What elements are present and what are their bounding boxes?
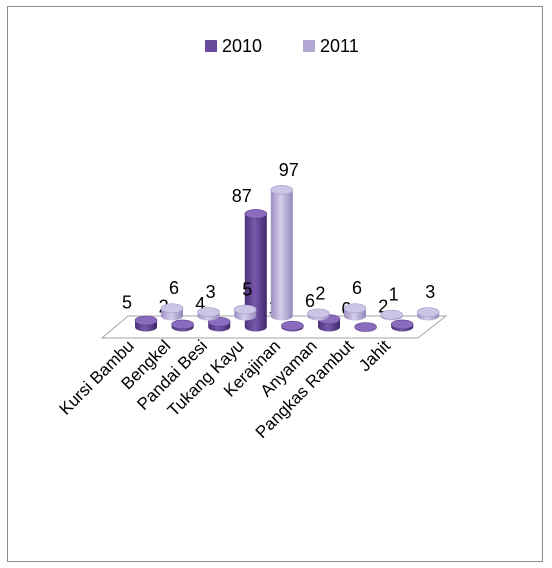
data-label-2011-2: 3 [206, 282, 216, 302]
bar-2011-kursi-bambu [160, 303, 184, 321]
bar-2011-pandai-besi [233, 304, 257, 321]
bar-2010-kerajinan [281, 320, 304, 332]
data-label-2011-6: 6 [352, 278, 362, 298]
legend: 2010 2011 [205, 36, 359, 56]
data-label-2011-8: 3 [425, 282, 435, 302]
bar-2010-tukang-kayu [244, 209, 268, 332]
bar-2011-pangkas-rambut [380, 309, 403, 321]
bar-2010-jahit [390, 319, 414, 332]
data-label-2011-1: 6 [169, 278, 179, 298]
bar-2010-kursi-bambu [134, 315, 158, 332]
bar-2011-bengkel [197, 307, 220, 321]
category-label-8: Jahit [355, 336, 394, 375]
legend-label-2010: 2010 [222, 36, 262, 56]
bar-2011-tukang-kayu [270, 185, 294, 321]
data-label-2010-8: 2 [378, 296, 388, 316]
data-label-2010-3: 4 [195, 294, 205, 314]
chart-marks: 524871602635972613 [122, 160, 440, 332]
data-label-2011-4: 97 [279, 160, 299, 180]
bar-2010-bengkel [171, 319, 194, 332]
data-label-2011-7: 1 [389, 285, 399, 305]
data-label-2010-1: 5 [122, 293, 132, 313]
data-label-2010-6: 6 [305, 291, 315, 311]
bar-2011-kerajinan [307, 308, 330, 321]
data-label-2010-4: 87 [232, 186, 252, 206]
bar-2010-pangkas-rambut [354, 322, 377, 332]
data-label-2011-3: 5 [242, 280, 252, 300]
data-label-2011-5: 2 [315, 283, 325, 303]
legend-swatch-2010 [205, 40, 217, 52]
legend-label-2011: 2011 [320, 36, 359, 56]
bar-2011-jahit [416, 307, 440, 321]
legend-swatch-2011 [303, 40, 315, 52]
bar-2011-anyaman [343, 303, 367, 321]
chart-frame [7, 6, 543, 562]
